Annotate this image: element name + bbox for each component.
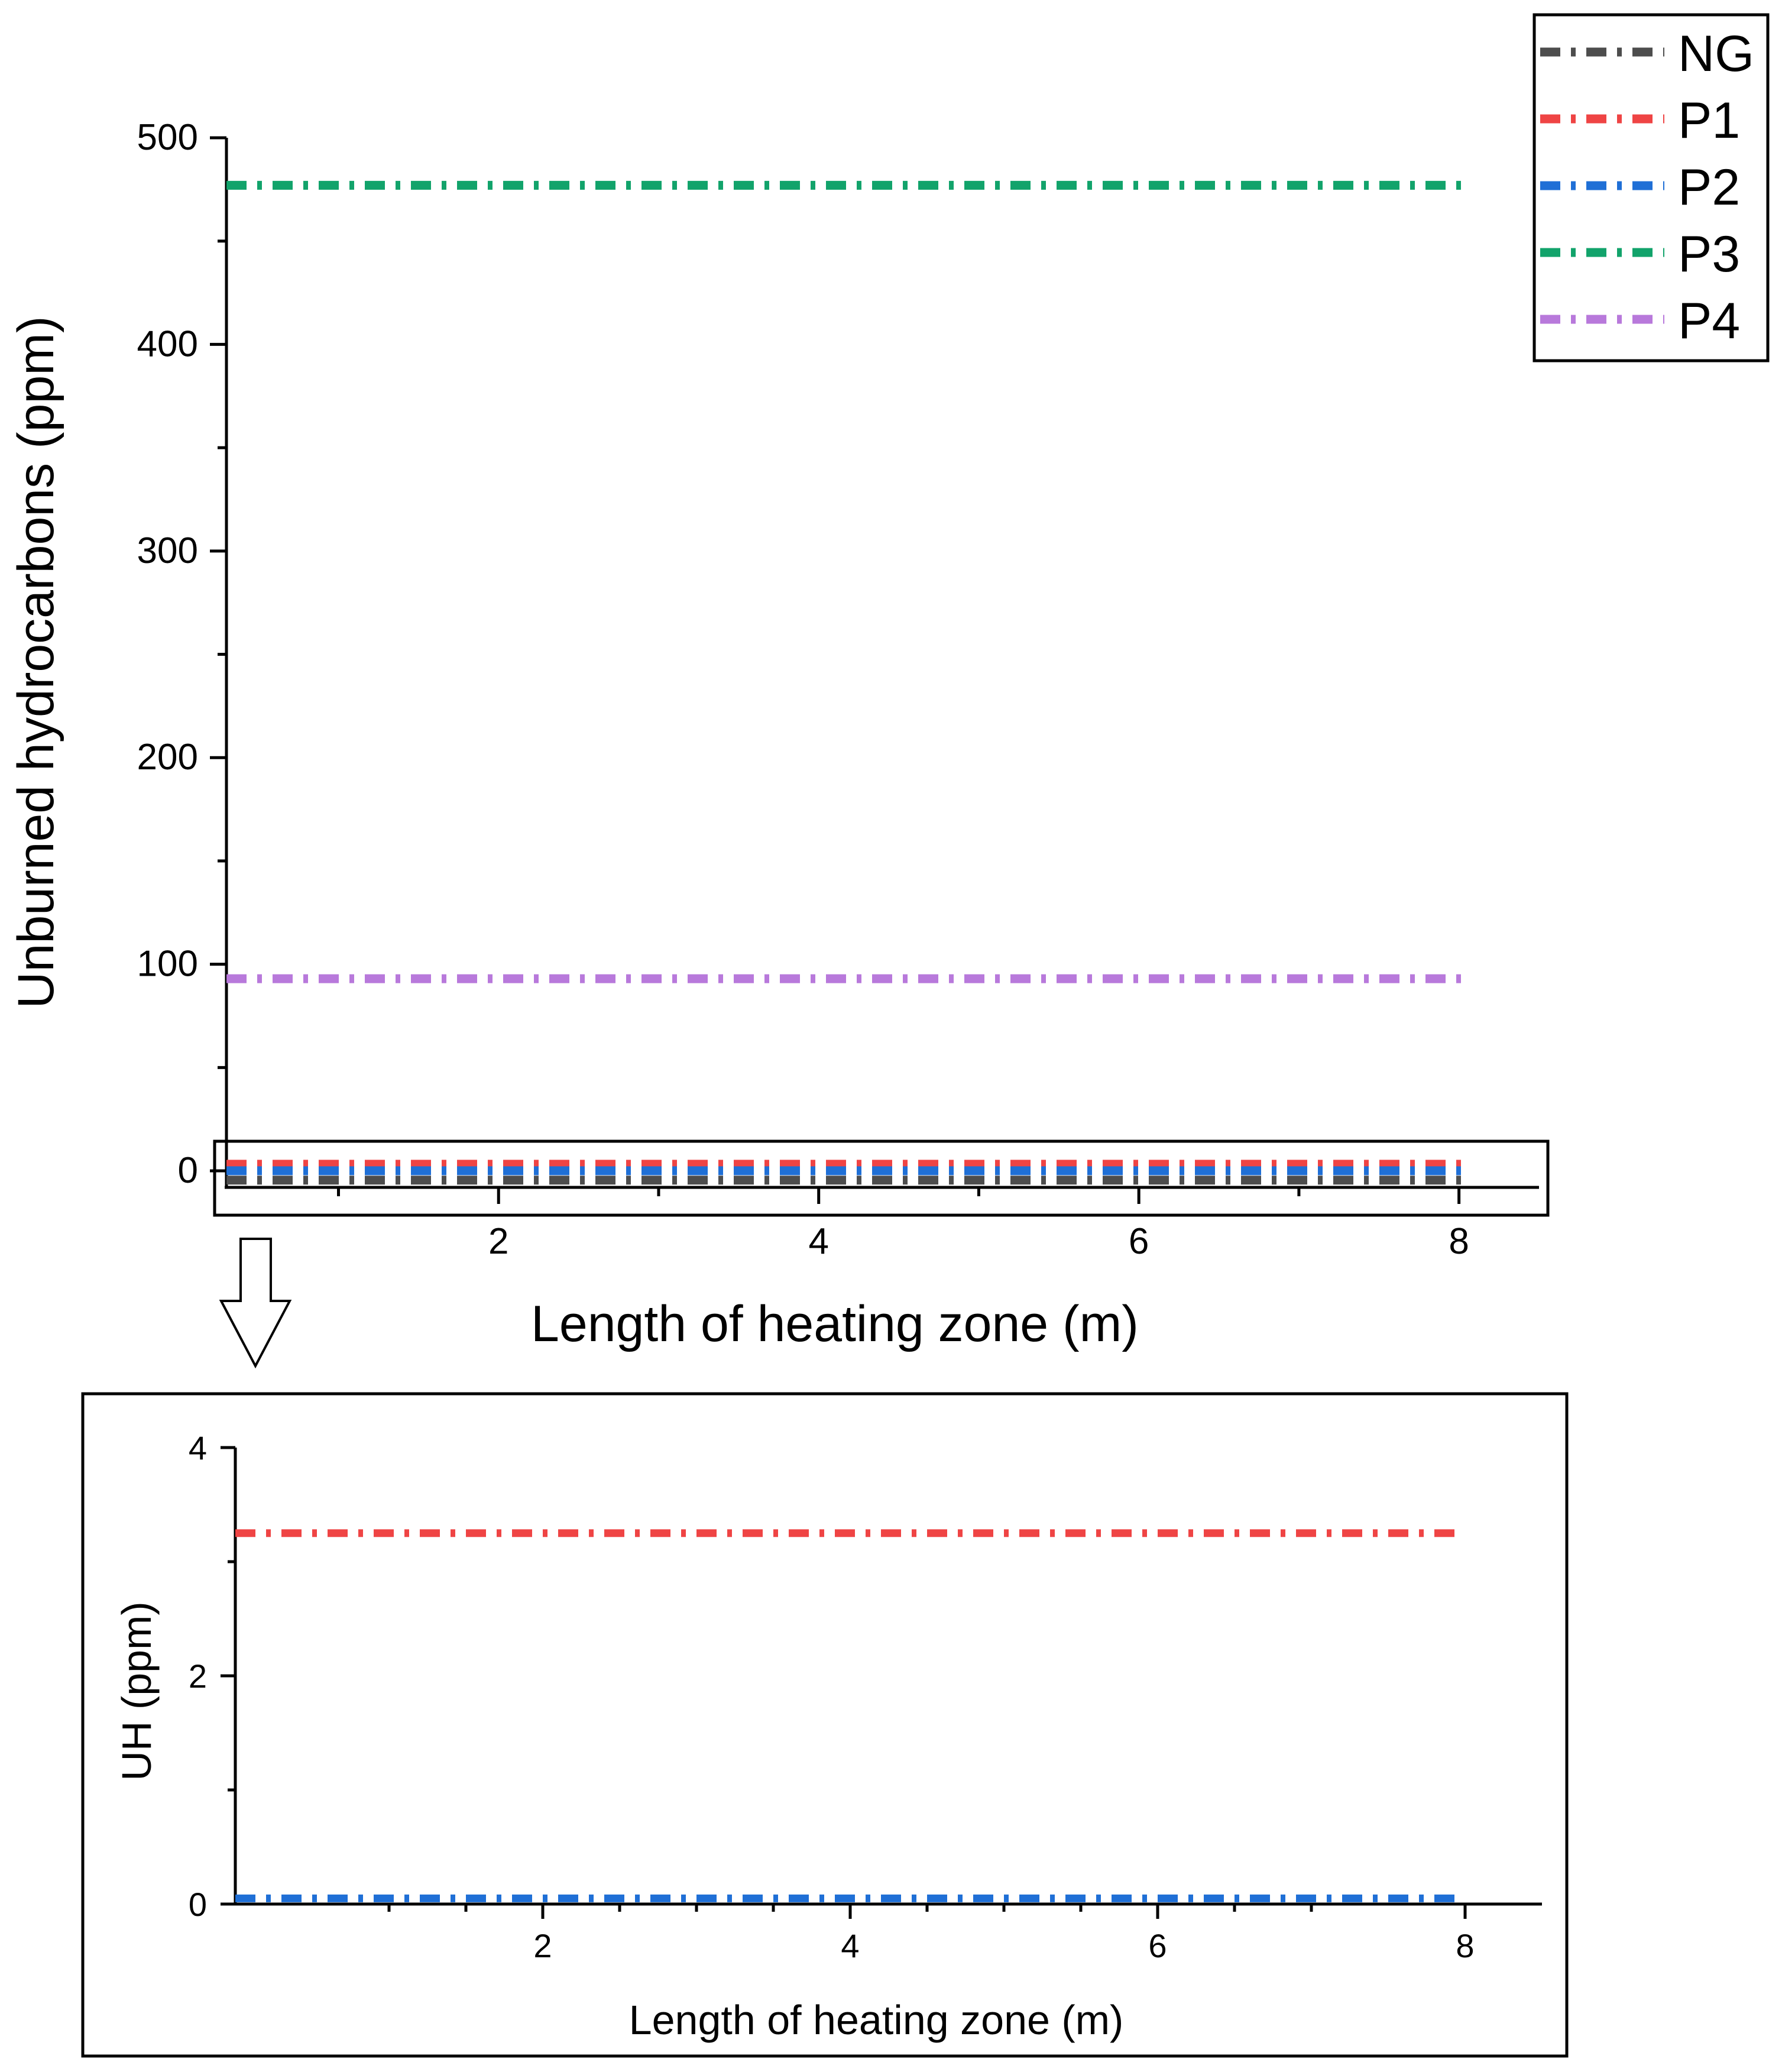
inset-y-axis-label: UH (ppm) — [114, 1601, 160, 1780]
legend: NG P1 P2 P3 P4 — [1532, 13, 1770, 362]
y-tick-label: 300 — [137, 530, 198, 571]
inset-y-tick-label: 4 — [189, 1429, 207, 1466]
inset-x-tick-label: 4 — [841, 1927, 859, 1964]
x-tick-label: 2 — [488, 1221, 508, 1262]
zoom-region-box — [213, 1139, 1550, 1217]
inset-plot: 0 2 4 2 4 6 8 Length of heating zone (m) UH (ppm… — [81, 1392, 1569, 2058]
y-tick-label: 200 — [137, 737, 198, 778]
x-axis-label: Length of heating zone (m) — [531, 1296, 1139, 1352]
main-plot: 0 100 200 300 400 500 2 4 6 8 Length of heating zo… — [8, 117, 1550, 1352]
inset-y-tick-label: 0 — [189, 1886, 207, 1923]
y-tick-label: 100 — [137, 944, 198, 985]
zoom-callout — [219, 1238, 292, 1369]
legend-label-p1: P1 — [1678, 92, 1740, 149]
legend-label-p2: P2 — [1678, 159, 1740, 216]
y-tick-label: 400 — [137, 323, 198, 364]
legend-label-p3: P3 — [1678, 226, 1740, 283]
x-tick-label: 8 — [1449, 1221, 1469, 1262]
inset-x-axis-label: Length of heating zone (m) — [629, 1997, 1124, 2043]
inset-x-tick-label: 2 — [533, 1927, 552, 1964]
inset-y-tick-label: 2 — [189, 1657, 207, 1695]
inset-frame — [81, 1392, 1569, 2058]
x-tick-label: 4 — [808, 1221, 828, 1262]
inset-x-tick-label: 6 — [1148, 1927, 1167, 1964]
legend-label-p4: P4 — [1678, 293, 1740, 349]
y-axis-label: Unburned hydrocarbons (ppm) — [8, 316, 64, 1008]
inset-x-tick-label: 8 — [1456, 1927, 1474, 1964]
y-tick-label: 0 — [178, 1150, 198, 1191]
down-arrow-icon — [219, 1238, 292, 1369]
x-tick-label: 6 — [1129, 1221, 1149, 1262]
y-tick-label: 500 — [137, 117, 198, 158]
legend-label-ng: NG — [1678, 25, 1754, 82]
